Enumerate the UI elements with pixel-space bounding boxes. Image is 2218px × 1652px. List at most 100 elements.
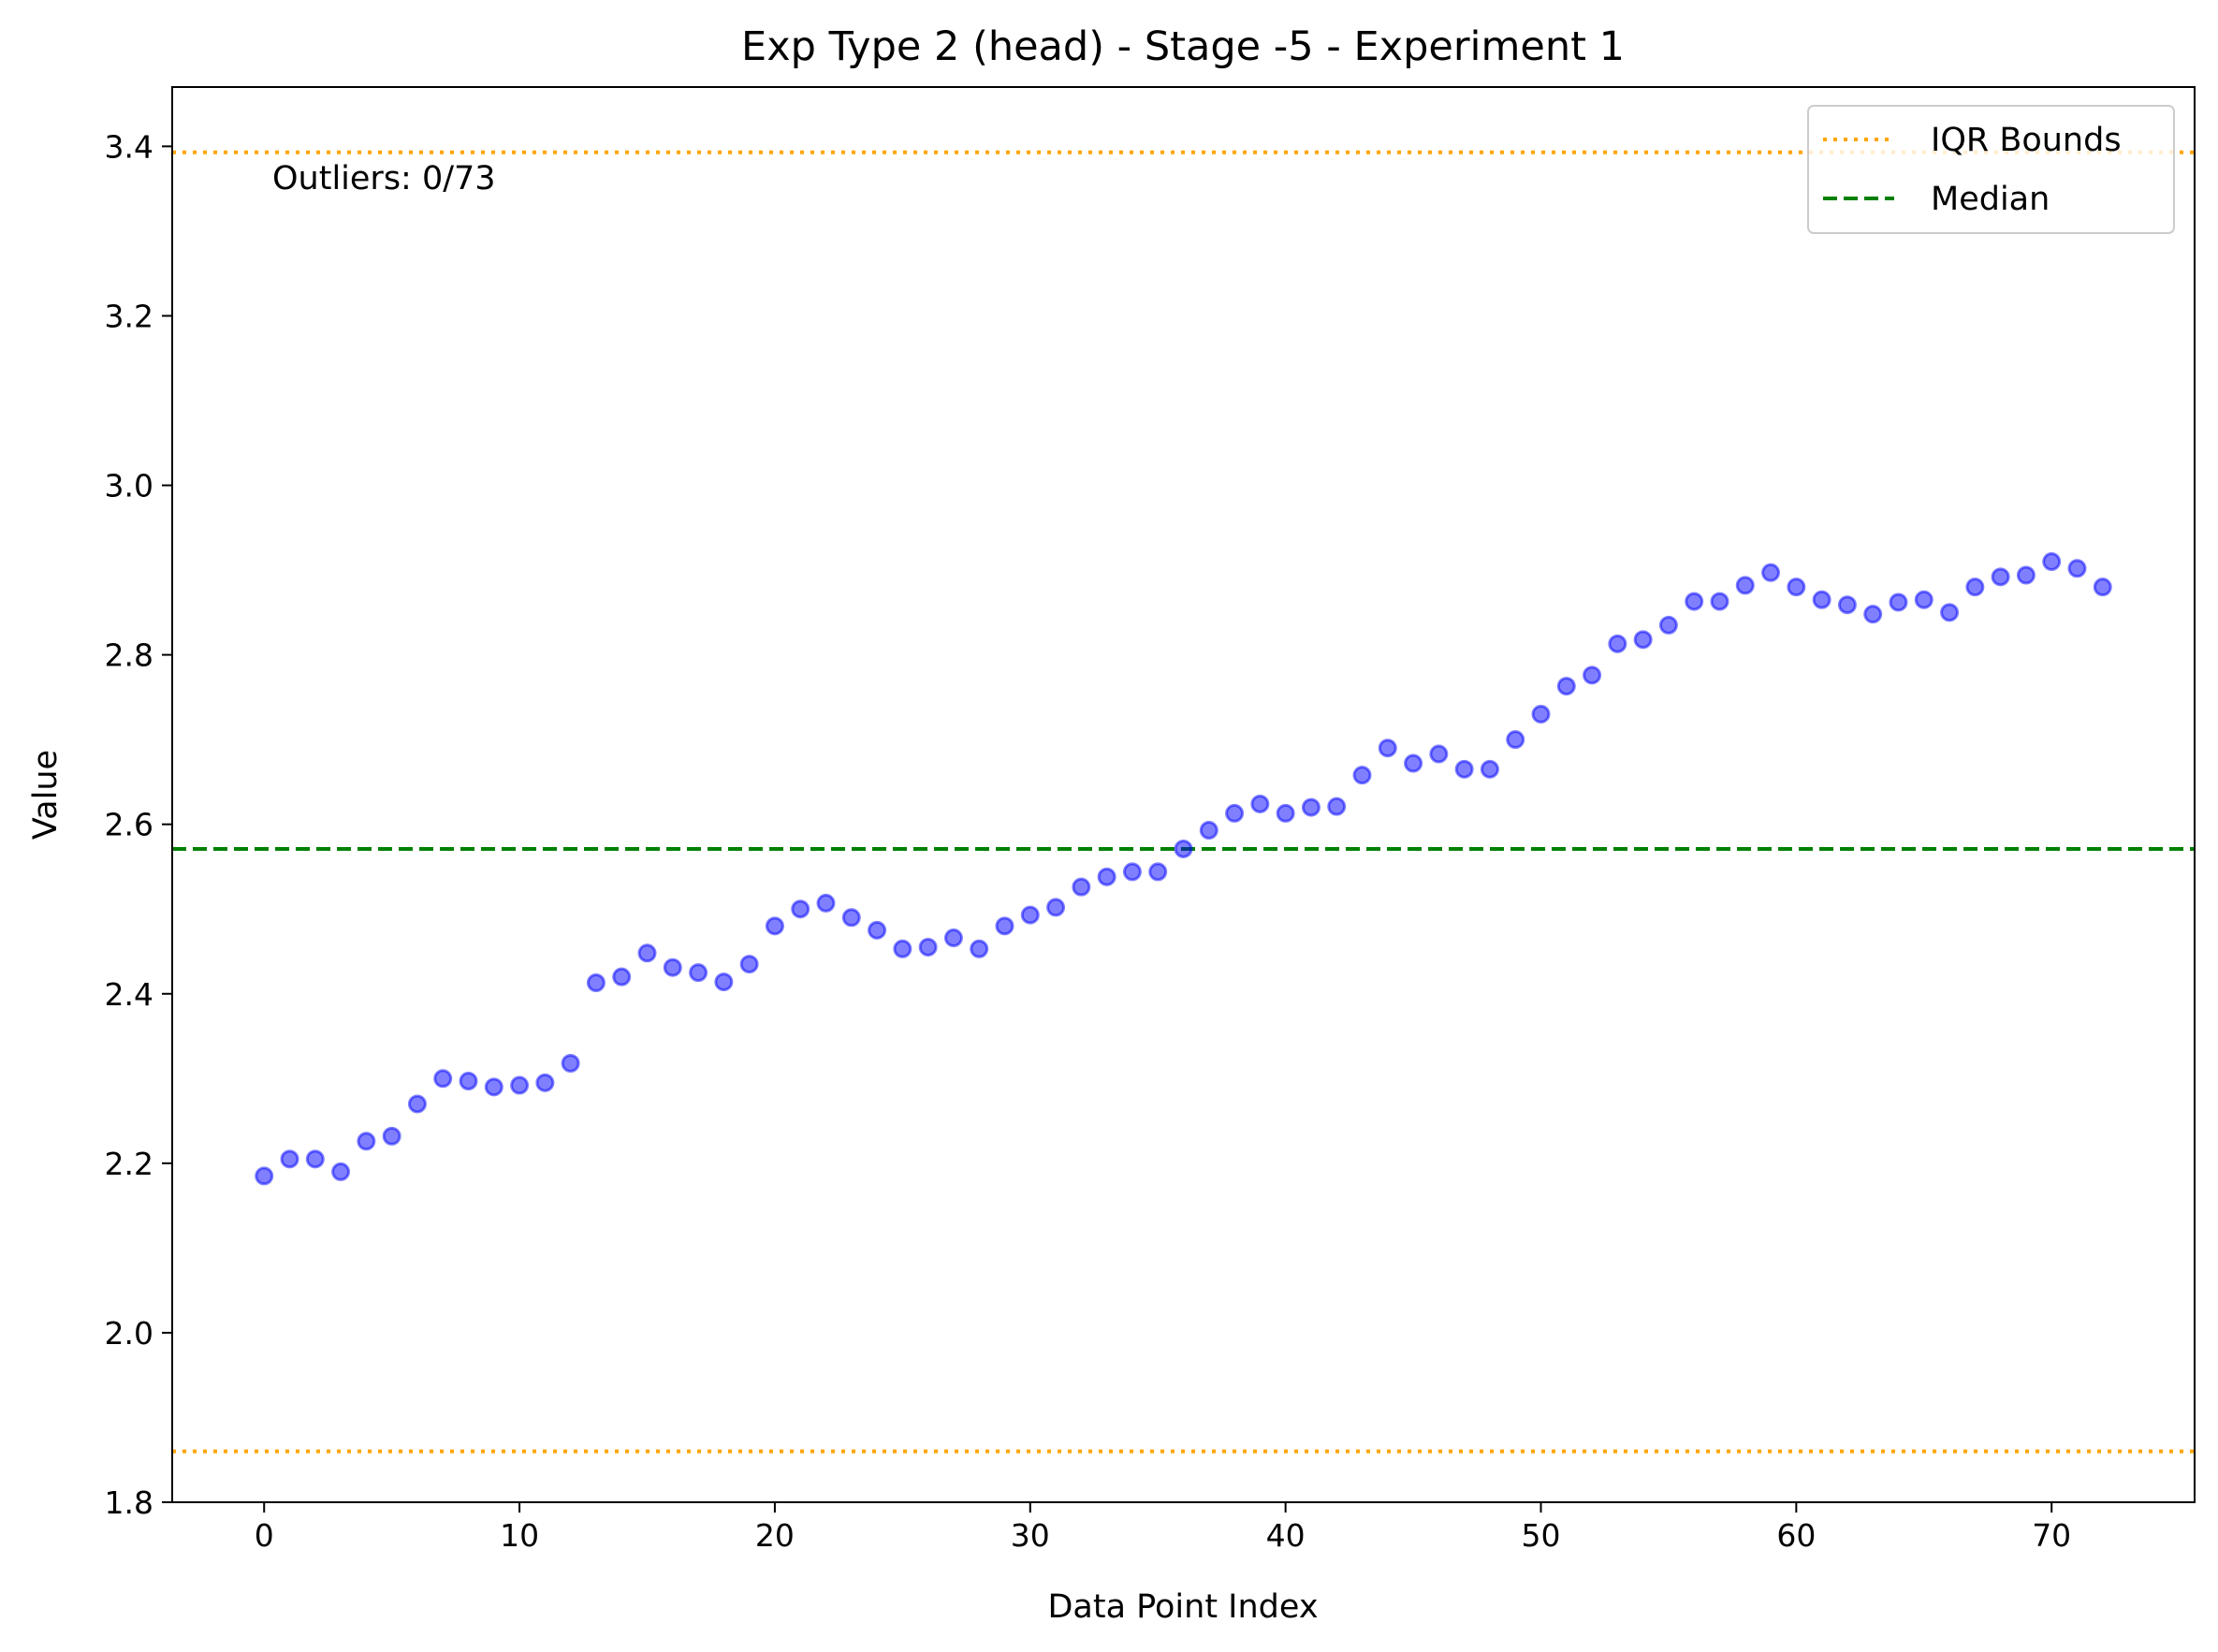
- data-point-23: [841, 908, 861, 928]
- data-point-45: [1404, 753, 1423, 773]
- data-point-42: [1327, 797, 1347, 816]
- data-point-26: [918, 937, 938, 957]
- data-point-49: [1506, 730, 1525, 750]
- chart-title: Exp Type 2 (head) - Stage -5 - Experimen…: [741, 23, 1625, 70]
- data-point-69: [2016, 565, 2036, 585]
- data-point-38: [1225, 803, 1245, 823]
- data-point-9: [484, 1077, 503, 1097]
- x-axis-ticks: 0 10 20 30 40 50 60 70: [255, 1502, 2071, 1554]
- y-tick-label-3: 2.4: [105, 976, 153, 1013]
- data-point-6: [407, 1094, 427, 1114]
- data-point-0: [255, 1166, 274, 1186]
- data-point-29: [995, 916, 1014, 936]
- data-point-14: [612, 967, 632, 987]
- data-point-57: [1710, 592, 1729, 611]
- data-point-62: [1837, 595, 1857, 615]
- legend-label-median: Median: [1931, 181, 2050, 218]
- data-point-21: [791, 899, 810, 919]
- data-point-40: [1276, 803, 1295, 823]
- data-point-53: [1608, 634, 1627, 653]
- data-point-47: [1454, 759, 1474, 779]
- outliers-annotation: Outliers: 0/73: [272, 160, 496, 197]
- legend-box: [1807, 105, 2175, 234]
- x-tick-label-30: 30: [1011, 1517, 1050, 1554]
- x-tick-label-40: 40: [1266, 1517, 1306, 1554]
- data-point-59: [1761, 563, 1781, 582]
- data-point-2: [305, 1149, 325, 1169]
- x-tick-label-20: 20: [755, 1517, 795, 1554]
- data-point-30: [1020, 905, 1040, 925]
- data-point-54: [1633, 630, 1653, 650]
- data-point-1: [280, 1149, 299, 1169]
- data-point-64: [1889, 592, 1908, 612]
- x-tick-label-70: 70: [2032, 1517, 2071, 1554]
- data-point-52: [1583, 665, 1602, 685]
- data-point-13: [586, 972, 606, 992]
- x-tick-label-50: 50: [1521, 1517, 1560, 1554]
- data-point-19: [739, 955, 759, 974]
- y-tick-label-5: 2.8: [105, 637, 153, 674]
- data-point-70: [2042, 552, 2062, 572]
- data-point-4: [357, 1132, 376, 1151]
- data-point-11: [535, 1073, 555, 1092]
- y-tick-label-4: 2.6: [105, 807, 153, 843]
- data-point-61: [1812, 590, 1831, 609]
- data-point-33: [1097, 867, 1116, 886]
- data-point-37: [1199, 821, 1218, 841]
- y-tick-label-0: 1.8: [105, 1484, 153, 1521]
- data-point-12: [561, 1054, 580, 1074]
- y-tick-label-8: 3.4: [105, 128, 153, 165]
- data-point-28: [970, 939, 989, 958]
- data-point-71: [2067, 559, 2087, 578]
- data-point-27: [943, 928, 963, 948]
- data-point-17: [689, 963, 708, 983]
- data-point-20: [765, 916, 784, 936]
- data-point-39: [1250, 794, 1270, 813]
- y-tick-label-1: 2.0: [105, 1315, 153, 1352]
- data-point-65: [1914, 590, 1933, 609]
- data-point-16: [663, 958, 682, 977]
- data-point-5: [382, 1126, 401, 1146]
- data-point-58: [1735, 576, 1755, 595]
- y-axis-label: Value: [27, 750, 65, 840]
- y-tick-label-6: 3.0: [105, 468, 153, 504]
- data-point-50: [1531, 704, 1551, 724]
- data-point-41: [1301, 797, 1321, 817]
- data-point-22: [816, 893, 836, 913]
- data-point-35: [1148, 862, 1168, 882]
- y-tick-label-2: 2.2: [105, 1146, 153, 1182]
- data-point-48: [1480, 759, 1499, 779]
- data-point-46: [1429, 744, 1449, 764]
- data-point-66: [1940, 603, 1960, 622]
- data-point-24: [868, 920, 887, 940]
- data-point-60: [1787, 577, 1806, 597]
- data-points: [255, 552, 2112, 1186]
- x-tick-label-0: 0: [255, 1517, 274, 1554]
- data-point-25: [893, 939, 912, 958]
- data-point-7: [433, 1069, 453, 1089]
- x-axis-label: Data Point Index: [1047, 1588, 1318, 1626]
- data-point-56: [1685, 592, 1704, 611]
- y-tick-label-7: 3.2: [105, 298, 153, 334]
- data-point-31: [1046, 898, 1066, 917]
- data-point-68: [1991, 567, 2010, 587]
- data-point-63: [1863, 605, 1883, 624]
- data-point-8: [459, 1072, 478, 1091]
- data-point-15: [637, 943, 657, 963]
- y-axis-ticks: 1.8 2.0 2.2 2.4 2.6 2.8 3.0 3.2 3.4: [105, 128, 172, 1521]
- legend-label-iqr-bounds: IQR Bounds: [1931, 122, 2122, 159]
- data-point-72: [2093, 577, 2112, 597]
- data-point-18: [714, 972, 734, 992]
- data-point-67: [1965, 577, 1985, 597]
- data-point-43: [1352, 766, 1372, 785]
- legend: IQR Bounds Median: [1807, 105, 2175, 234]
- data-point-34: [1122, 862, 1142, 882]
- data-point-55: [1658, 615, 1678, 635]
- data-point-10: [510, 1075, 530, 1095]
- x-tick-label-10: 10: [500, 1517, 539, 1554]
- data-point-51: [1556, 677, 1576, 696]
- data-point-3: [331, 1162, 351, 1181]
- x-tick-label-60: 60: [1776, 1517, 1816, 1554]
- data-point-36: [1174, 839, 1193, 858]
